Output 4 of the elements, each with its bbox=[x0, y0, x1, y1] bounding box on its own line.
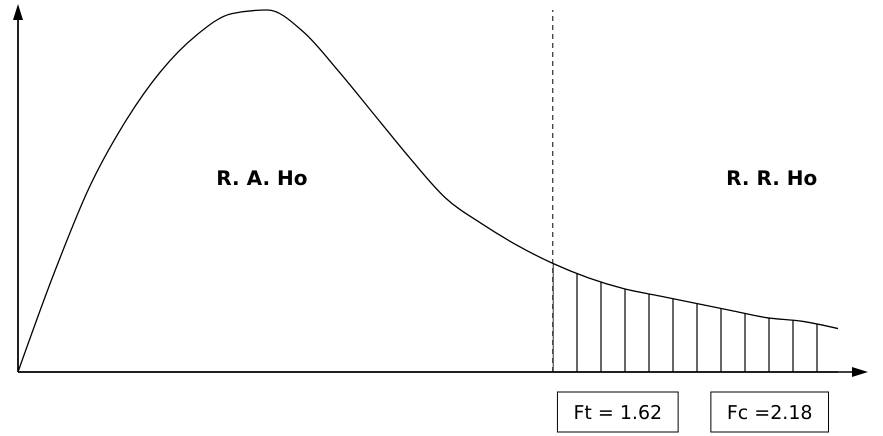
annotation: R. R. Ho bbox=[726, 166, 818, 190]
annotation: R. A. Ho bbox=[216, 166, 308, 190]
text: Fc =2.18 bbox=[726, 402, 813, 424]
text: Ft = 1.62 bbox=[573, 402, 662, 424]
